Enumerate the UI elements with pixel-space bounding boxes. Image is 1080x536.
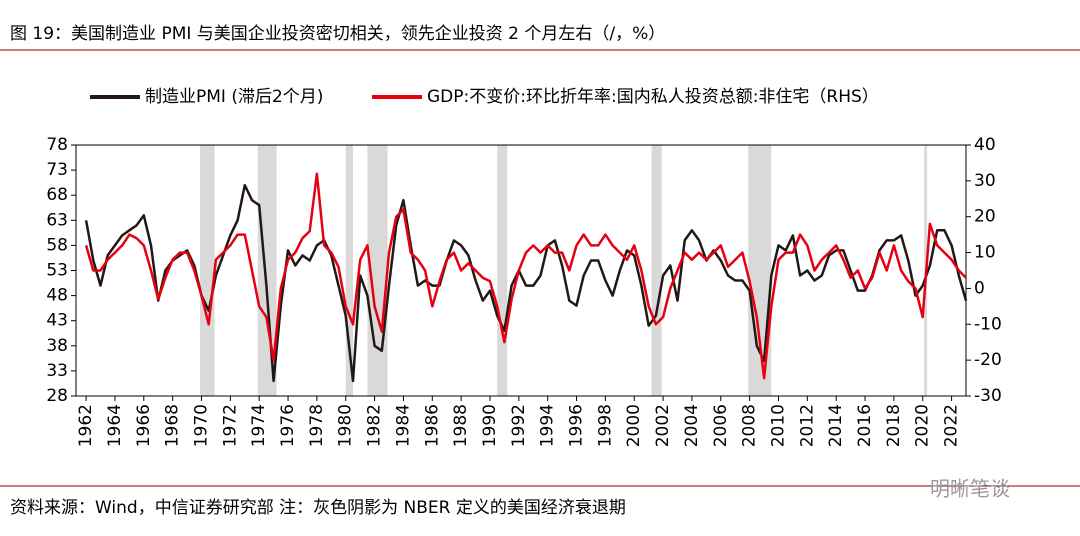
y2-tick-label: 20 bbox=[974, 207, 996, 227]
x-tick-label: 2018 bbox=[884, 404, 904, 447]
x-tick-label: 1984 bbox=[393, 404, 413, 447]
y2-tick-label: 40 bbox=[974, 135, 996, 155]
recession-shade bbox=[497, 145, 508, 396]
chart-title: 图 19：美国制造业 PMI 与美国企业投资密切相关，领先企业投资 2 个月左右… bbox=[10, 24, 665, 44]
x-tick-label: 2020 bbox=[913, 404, 933, 447]
recession-shade bbox=[200, 145, 215, 396]
y-tick-label: 78 bbox=[46, 135, 68, 155]
x-tick-label: 1980 bbox=[336, 404, 356, 447]
y-tick-label: 48 bbox=[46, 286, 68, 306]
recession-shade bbox=[345, 145, 353, 396]
recession-shade bbox=[257, 145, 277, 396]
x-tick-label: 2000 bbox=[624, 404, 644, 447]
x-tick-label: 2016 bbox=[855, 404, 875, 447]
x-tick-label: 1970 bbox=[191, 404, 211, 447]
legend-label: GDP:不变价:环比折年率:国内私人投资总额:非住宅（RHS） bbox=[427, 87, 879, 107]
x-tick-label: 1972 bbox=[220, 404, 240, 447]
x-tick-label: 1968 bbox=[163, 404, 183, 447]
x-tick-label: 1986 bbox=[422, 404, 442, 447]
x-tick-label: 2022 bbox=[942, 404, 962, 447]
y-tick-label: 28 bbox=[46, 386, 68, 406]
y-tick-label: 73 bbox=[46, 160, 68, 180]
x-tick-label: 2008 bbox=[740, 404, 760, 447]
watermark: 明晰笔谈 bbox=[930, 477, 1010, 501]
x-tick-label: 1978 bbox=[307, 404, 327, 447]
y-tick-label: 38 bbox=[46, 336, 68, 356]
x-tick-label: 2002 bbox=[653, 404, 673, 447]
x-tick-label: 1994 bbox=[538, 404, 558, 447]
x-tick-label: 1964 bbox=[105, 404, 125, 447]
y2-tick-label: -10 bbox=[974, 314, 1002, 334]
series-line bbox=[84, 172, 967, 380]
x-tick-label: 1976 bbox=[278, 404, 298, 447]
y-tick-label: 53 bbox=[46, 261, 68, 281]
x-tick-label: 2006 bbox=[711, 404, 731, 447]
y2-tick-label: -20 bbox=[974, 350, 1002, 370]
y-tick-label: 63 bbox=[46, 210, 68, 230]
legend-label: 制造业PMI (滞后2个月) bbox=[145, 87, 323, 107]
x-tick-label: 2010 bbox=[768, 404, 788, 447]
x-tick-label: 2014 bbox=[826, 404, 846, 447]
y2-tick-label: 10 bbox=[974, 243, 996, 263]
x-tick-label: 1966 bbox=[134, 404, 154, 447]
y2-tick-label: 0 bbox=[974, 278, 985, 298]
x-tick-label: 1988 bbox=[451, 404, 471, 447]
x-tick-label: 2004 bbox=[682, 404, 702, 447]
x-tick-label: 1962 bbox=[76, 404, 96, 447]
x-tick-label: 1992 bbox=[509, 404, 529, 447]
source-note: 资料来源：Wind，中信证券研究部 注：灰色阴影为 NBER 定义的美国经济衰退… bbox=[10, 498, 626, 518]
y-tick-label: 58 bbox=[46, 235, 68, 255]
x-tick-label: 1974 bbox=[249, 404, 269, 447]
y-tick-label: 33 bbox=[46, 361, 68, 381]
y2-tick-label: -30 bbox=[974, 386, 1002, 406]
x-tick-label: 2012 bbox=[797, 404, 817, 447]
x-tick-label: 1998 bbox=[595, 404, 615, 447]
recession-shade bbox=[651, 145, 662, 396]
x-tick-label: 1996 bbox=[567, 404, 587, 447]
recession-shade bbox=[748, 145, 772, 396]
y2-tick-label: 30 bbox=[974, 171, 996, 191]
series-line bbox=[84, 183, 968, 383]
x-tick-label: 1982 bbox=[365, 404, 385, 447]
y-tick-label: 43 bbox=[46, 311, 68, 331]
x-tick-label: 1990 bbox=[480, 404, 500, 447]
y-tick-label: 68 bbox=[46, 185, 68, 205]
